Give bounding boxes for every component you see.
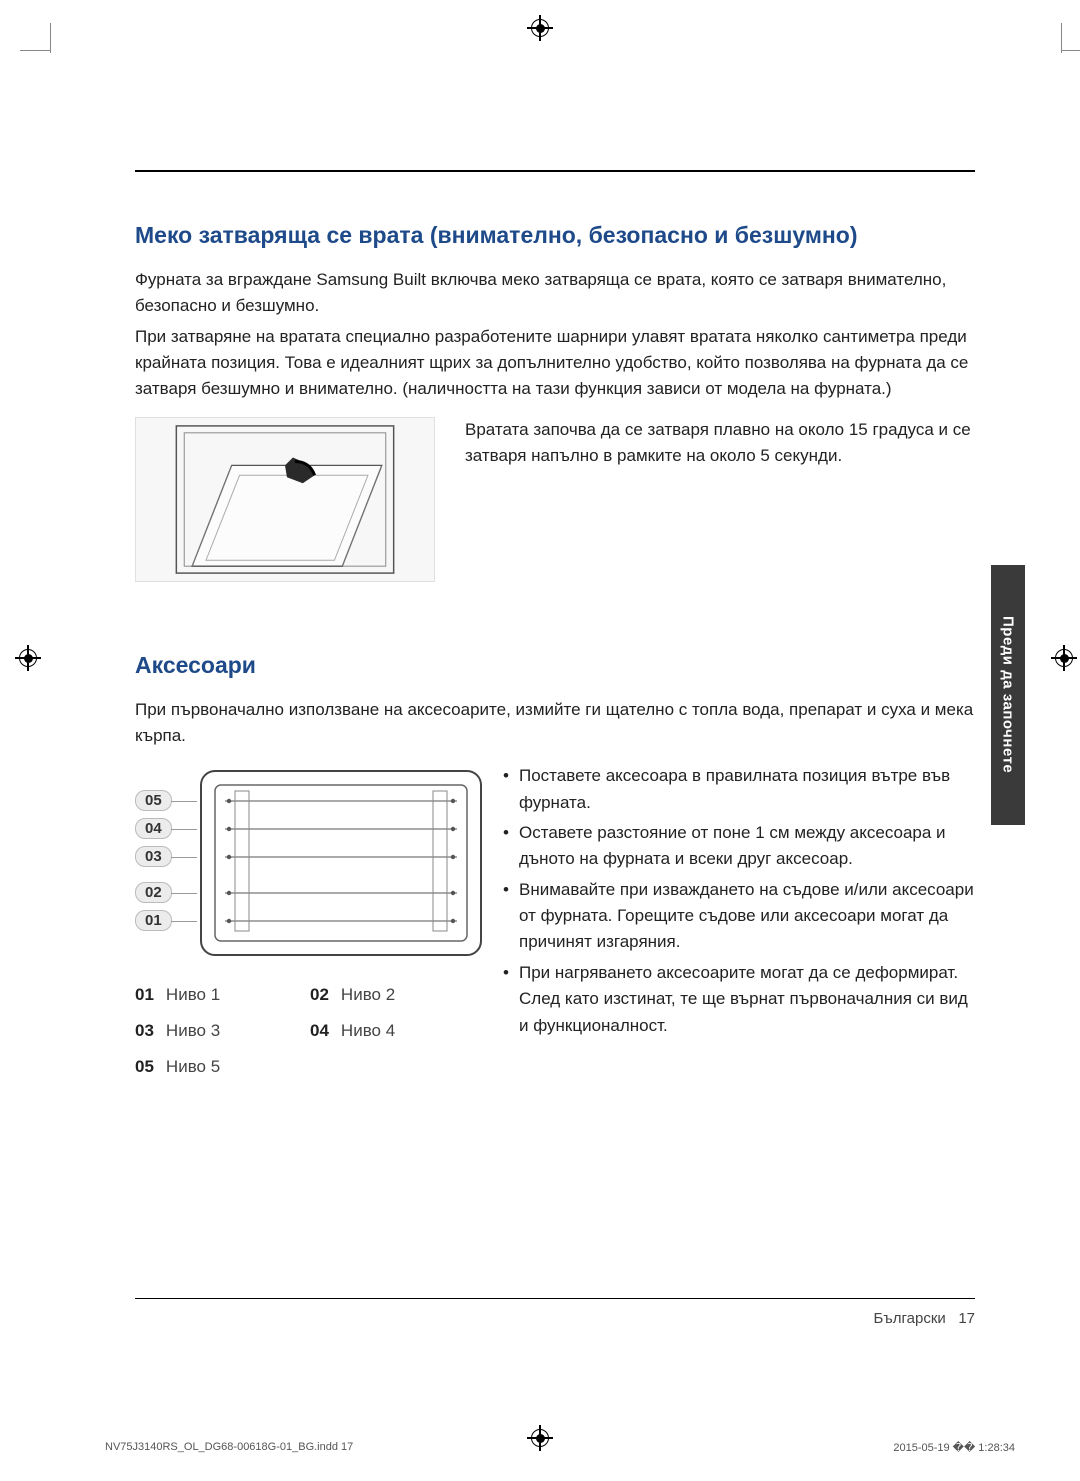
bullet-item-4: При нагряването аксесоарите могат да се … — [503, 960, 975, 1039]
footer-language: Български — [874, 1310, 946, 1327]
soft-close-title: Меко затваряща се врата (внимателно, без… — [135, 222, 975, 249]
level-label-02: 02 — [135, 882, 172, 903]
soft-close-paragraph-2: При затваряне на вратата специално разра… — [135, 324, 975, 403]
level-label-01: 01 — [135, 910, 172, 931]
level-connector-04 — [171, 829, 197, 830]
door-illustration — [135, 417, 435, 582]
accessories-title: Аксесоари — [135, 652, 975, 679]
legend-item-02: 02 Ниво 2 — [310, 985, 475, 1005]
level-connector-02 — [171, 893, 197, 894]
level-connector-05 — [171, 801, 197, 802]
accessories-row: 0504030201 01Ниво 102Ниво 203Ниво 304Нив… — [135, 763, 975, 1077]
level-label-03: 03 — [135, 846, 172, 867]
oven-diagram: 0504030201 — [191, 763, 491, 963]
soft-close-paragraph-1: Фурната за вграждане Samsung Built включ… — [135, 267, 975, 320]
page-content: Меко затваряща се врата (внимателно, без… — [0, 0, 1080, 1077]
bullet-item-1: Поставете аксесоара в правилната позиция… — [503, 763, 975, 816]
door-caption: Вратата започва да се затваря плавно на … — [465, 417, 975, 582]
side-tab: Преди да започнете — [991, 565, 1025, 825]
legend-text: Ниво 5 — [166, 1057, 220, 1077]
level-connector-01 — [171, 921, 197, 922]
level-label-05: 05 — [135, 790, 172, 811]
accessories-bullets: Поставете аксесоара в правилната позиция… — [503, 763, 975, 1077]
oven-legend: 01 Ниво 1 02 Ниво 2 03 Ниво 3 04 Ниво 4 05 Ниво 5 — [135, 985, 475, 1077]
page-footer: Български 17 — [874, 1310, 975, 1327]
legend-num: 03 — [135, 1021, 154, 1041]
bullet-item-2: Оставете разстояние от поне 1 см между а… — [503, 820, 975, 873]
accessories-intro: При първоначално използване на аксесоари… — [135, 697, 975, 750]
bottom-rule — [135, 1298, 975, 1299]
legend-item-03: 03 Ниво 3 — [135, 1021, 300, 1041]
legend-text: Ниво 4 — [341, 1021, 395, 1041]
meta-filename: NV75J3140RS_OL_DG68-00618G-01_BG.indd 17 — [105, 1441, 353, 1454]
legend-num: 02 — [310, 985, 329, 1005]
footer-page-number: 17 — [958, 1310, 975, 1327]
legend-text: Ниво 1 — [166, 985, 220, 1005]
legend-item-04: 04 Ниво 4 — [310, 1021, 475, 1041]
level-label-04: 04 — [135, 818, 172, 839]
legend-num: 04 — [310, 1021, 329, 1041]
meta-timestamp: 2015-05-19 �� 1:28:34 — [893, 1441, 1015, 1454]
legend-num: 01 — [135, 985, 154, 1005]
top-rule — [135, 170, 975, 172]
door-section: Вратата започва да се затваря плавно на … — [135, 417, 975, 582]
level-connector-03 — [171, 857, 197, 858]
bullet-item-3: Внимавайте при изваждането на съдове и/и… — [503, 877, 975, 956]
oven-block: 05 04 03 02 01 01 Ниво 1 02 Ниво 2 03 Ниво 3 04 Нив… — [135, 763, 475, 1077]
legend-num: 05 — [135, 1057, 154, 1077]
legend-text: Ниво 2 — [341, 985, 395, 1005]
meta-footer: NV75J3140RS_OL_DG68-00618G-01_BG.indd 17… — [105, 1441, 1015, 1454]
legend-item-01: 01 Ниво 1 — [135, 985, 300, 1005]
legend-text: Ниво 3 — [166, 1021, 220, 1041]
legend-item-05: 05 Ниво 5 — [135, 1057, 300, 1077]
